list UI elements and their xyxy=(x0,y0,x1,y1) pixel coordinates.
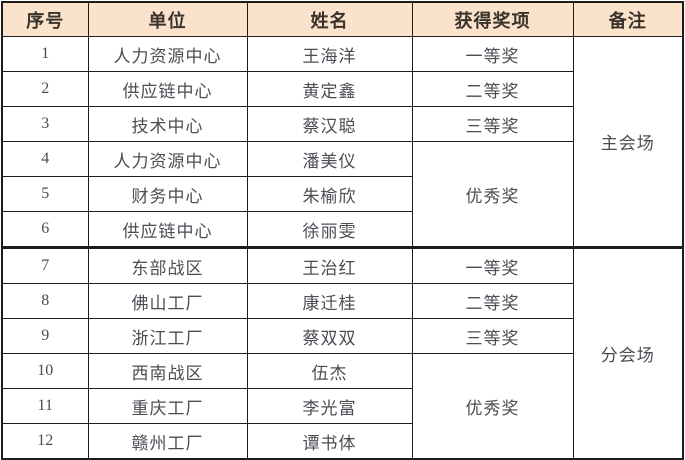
cell-award: 三等奖 xyxy=(411,318,574,354)
cell-award: 三等奖 xyxy=(411,106,574,142)
cell-no: 7 xyxy=(1,246,89,284)
table-row: 3 技术中心 蔡汉聪 三等奖 xyxy=(1,106,683,142)
cell-unit: 东部战区 xyxy=(87,246,248,284)
cell-remark: 分会场 xyxy=(572,246,684,460)
table-row: 8 佛山工厂 康迁桂 二等奖 xyxy=(1,283,683,319)
table-row: 5 财务中心 朱榆欣 xyxy=(1,176,683,212)
cell-no: 6 xyxy=(1,211,89,248)
cell-no: 3 xyxy=(1,106,89,142)
cell-unit: 人力资源中心 xyxy=(87,141,248,177)
table-row: 10 西南战区 伍杰 优秀奖 xyxy=(1,353,683,460)
cell-no: 11 xyxy=(1,388,89,424)
cell-no: 9 xyxy=(1,318,89,354)
header-unit: 单位 xyxy=(87,1,248,37)
cell-unit: 浙江工厂 xyxy=(87,318,248,354)
cell-unit: 重庆工厂 xyxy=(87,388,248,424)
cell-name: 李光富 xyxy=(246,388,413,424)
cell-name: 康迁桂 xyxy=(246,283,413,319)
cell-unit: 人力资源中心 xyxy=(87,36,248,72)
cell-name: 王治红 xyxy=(246,246,413,284)
header-row: 序号 单位 姓名 获得奖项 备注 xyxy=(1,1,684,37)
cell-name: 黄定鑫 xyxy=(246,71,413,107)
cell-unit: 西南战区 xyxy=(87,353,248,389)
cell-name: 王海洋 xyxy=(246,36,413,72)
table-body: 1 人力资源中心 王海洋 一等奖 主会场 2 供应链中心 黄定鑫 二等奖 3 技术中心 蔡汉聪 三等奖 4… xyxy=(1,36,684,460)
cell-no: 1 xyxy=(1,36,89,72)
cell-no: 8 xyxy=(1,283,89,319)
table-header: 序号 单位 姓名 获得奖项 备注 xyxy=(1,1,684,37)
cell-award: 优秀奖 xyxy=(411,141,574,248)
cell-unit: 供应链中心 xyxy=(87,211,248,248)
cell-name: 朱榆欣 xyxy=(246,176,413,212)
cell-name: 蔡双双 xyxy=(246,318,413,354)
cell-name: 潘美仪 xyxy=(246,141,413,177)
cell-award: 一等奖 xyxy=(411,246,574,284)
cell-name: 徐丽雯 xyxy=(246,211,413,248)
cell-unit: 技术中心 xyxy=(87,106,248,142)
cell-no: 10 xyxy=(1,353,89,389)
table-row: 1 人力资源中心 王海洋 一等奖 主会场 xyxy=(1,36,684,248)
cell-no: 2 xyxy=(1,71,89,107)
cell-unit: 赣州工厂 xyxy=(87,423,248,460)
cell-no: 12 xyxy=(1,423,89,460)
table-row: 12 赣州工厂 谭书体 xyxy=(1,423,683,460)
cell-name: 伍杰 xyxy=(246,353,413,389)
table-row: 6 供应链中心 徐丽雯 xyxy=(1,211,683,248)
header-no: 序号 xyxy=(1,1,89,37)
cell-remark: 主会场 xyxy=(572,36,684,248)
cell-award: 二等奖 xyxy=(411,71,574,107)
table-row: 11 重庆工厂 李光富 xyxy=(1,388,683,424)
cell-unit: 供应链中心 xyxy=(87,71,248,107)
cell-award: 二等奖 xyxy=(411,283,574,319)
table-row: 4 人力资源中心 潘美仪 优秀奖 xyxy=(1,141,683,248)
header-award: 获得奖项 xyxy=(411,1,574,37)
cell-unit: 佛山工厂 xyxy=(87,283,248,319)
cell-name: 谭书体 xyxy=(246,423,413,460)
table-row: 7 东部战区 王治红 一等奖 分会场 xyxy=(1,246,684,460)
table-row: 9 浙江工厂 蔡双双 三等奖 xyxy=(1,318,683,354)
header-name: 姓名 xyxy=(246,1,413,37)
cell-award: 一等奖 xyxy=(411,36,574,72)
cell-no: 5 xyxy=(1,176,89,212)
cell-no: 4 xyxy=(1,141,89,177)
header-remark: 备注 xyxy=(572,1,684,37)
cell-award: 优秀奖 xyxy=(411,353,574,460)
cell-name: 蔡汉聪 xyxy=(246,106,413,142)
cell-unit: 财务中心 xyxy=(87,176,248,212)
